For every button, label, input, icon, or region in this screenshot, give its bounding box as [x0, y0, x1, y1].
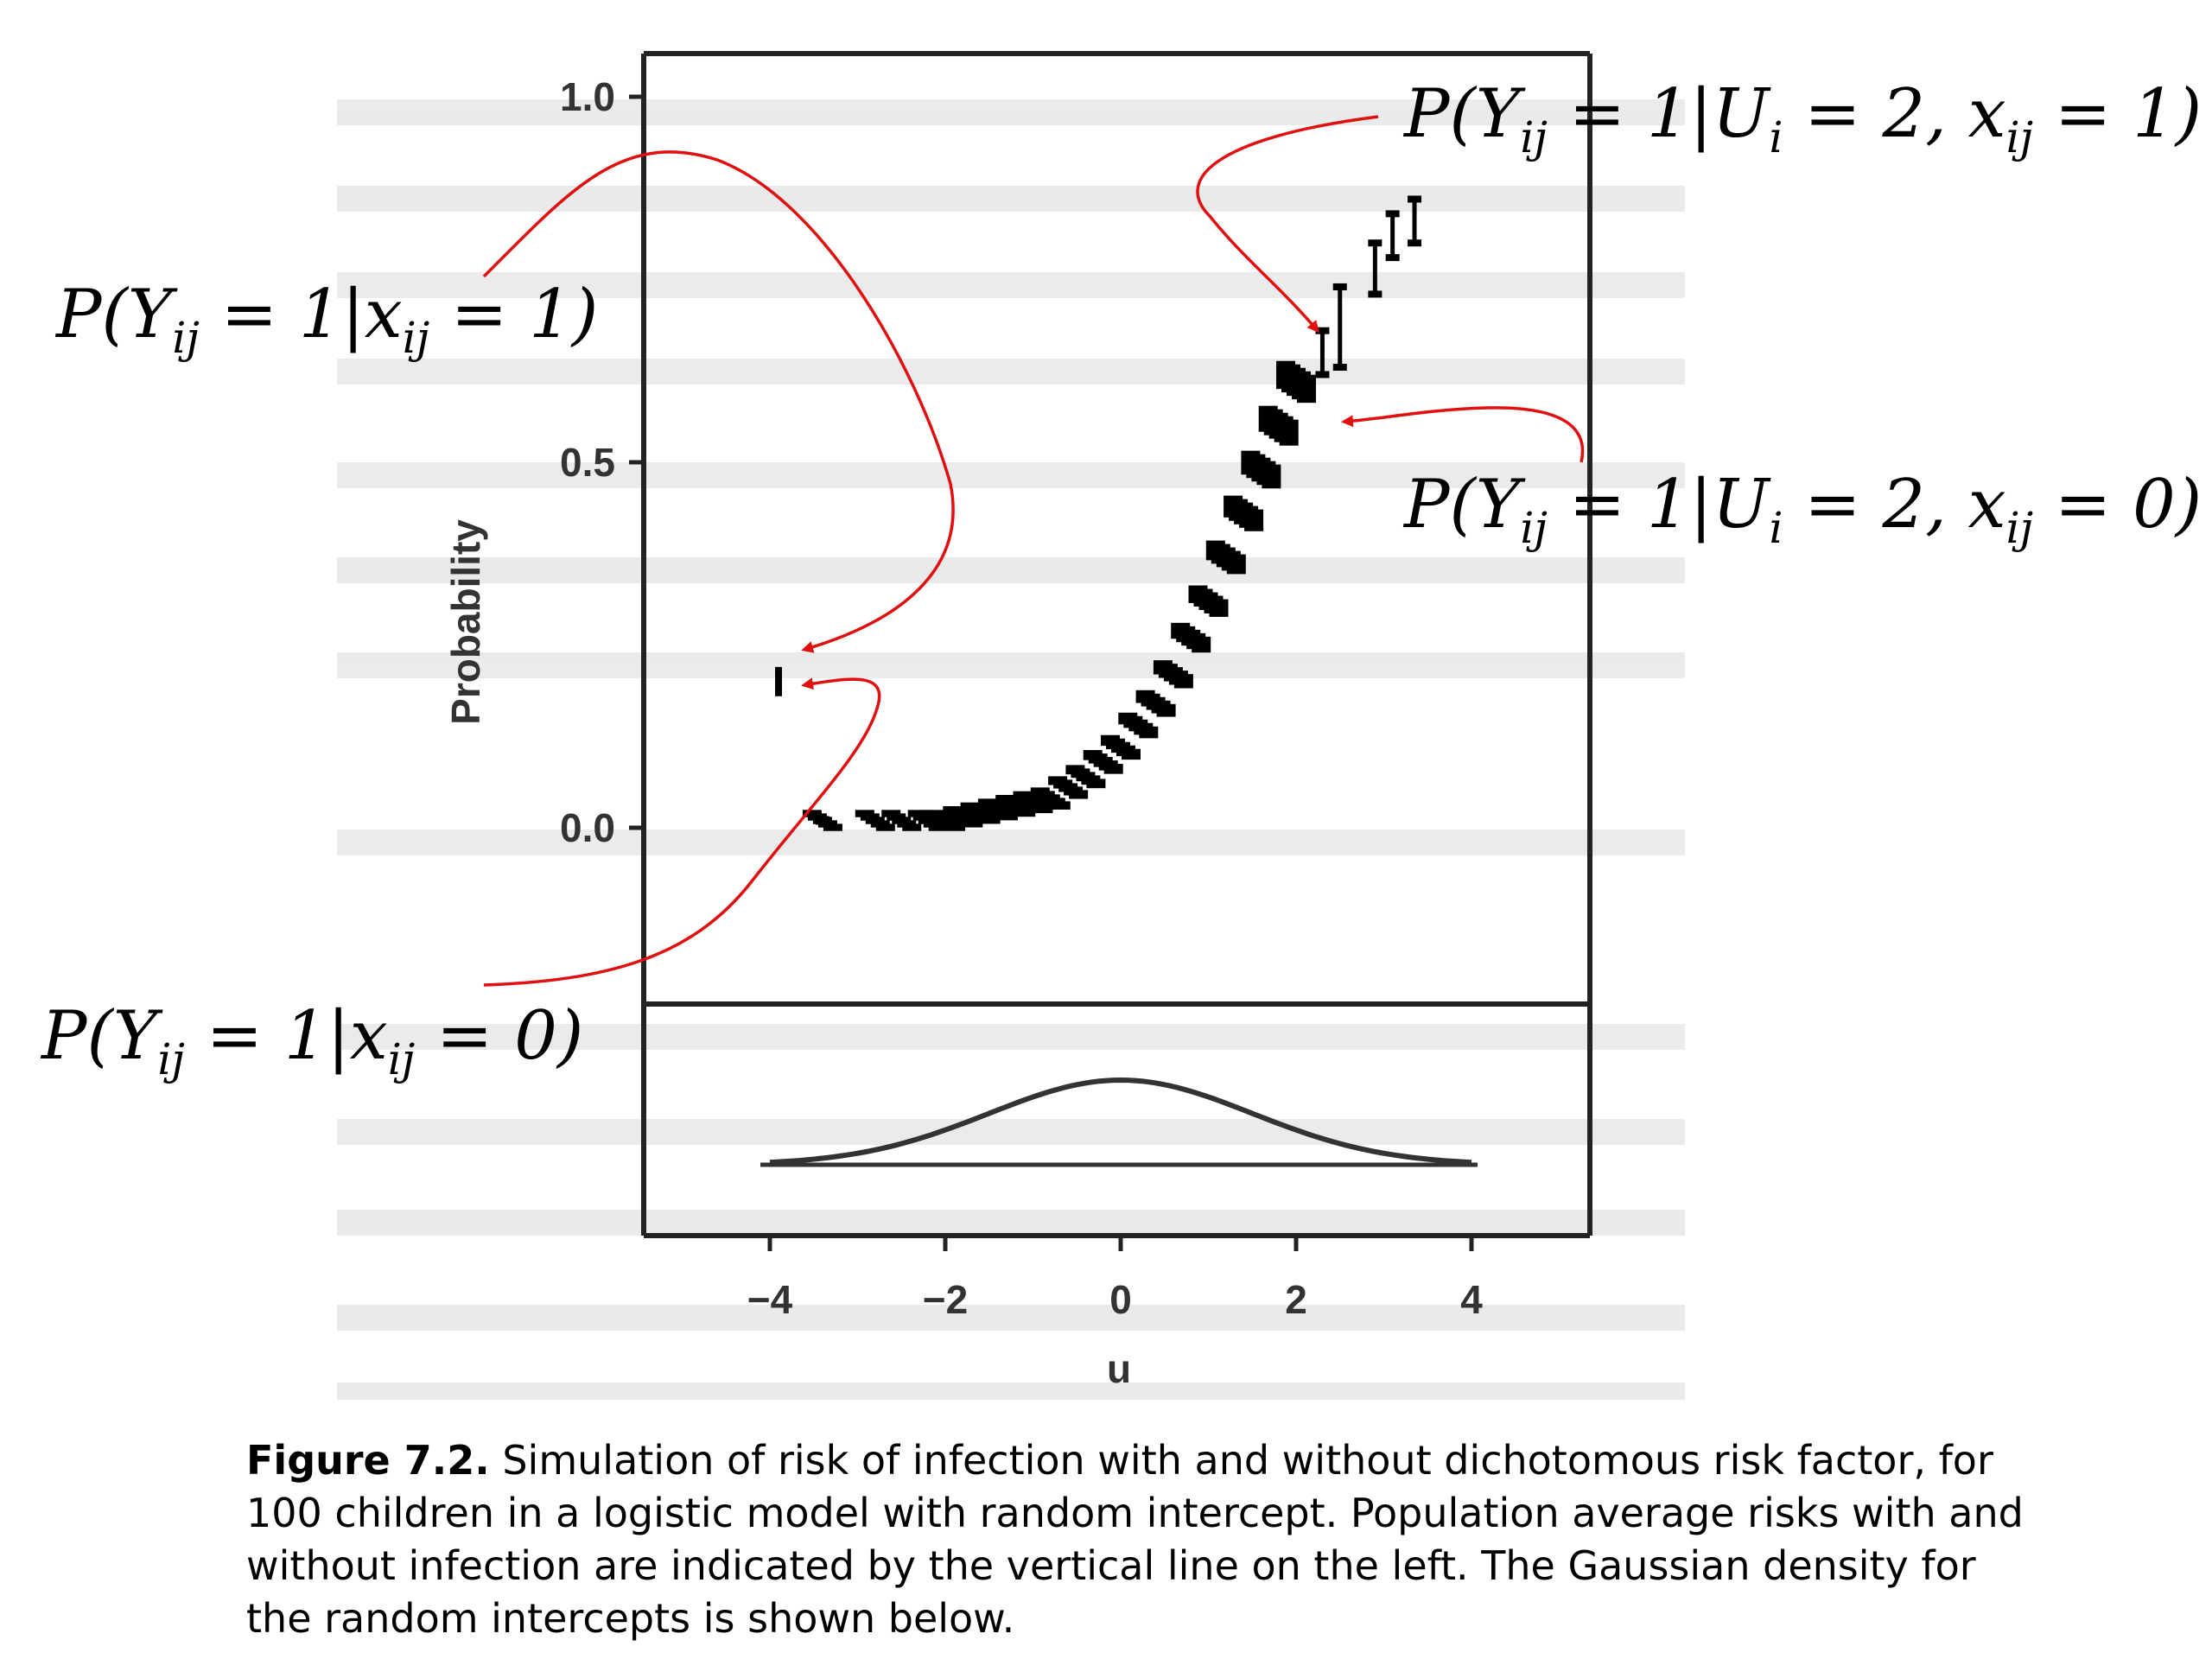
data-point: [1103, 764, 1123, 774]
y-axis-title: Probability: [443, 519, 488, 725]
data-point: [902, 823, 922, 831]
x-tick-label: 0: [1109, 1277, 1132, 1322]
data-point: [1209, 599, 1229, 617]
annotation-ui2-x0: P(Yij = 1|Ui = 2, xij = 0): [1402, 466, 2202, 553]
x-axis-title: u: [1107, 1346, 1131, 1391]
data-point: [928, 823, 948, 831]
arrow-marginal-x1: [482, 150, 955, 653]
pair-point-high: [1315, 327, 1330, 334]
data-point: [1173, 674, 1193, 689]
data-point: [1297, 374, 1316, 404]
background-ghost-text: [337, 99, 1685, 1400]
x-tick-label: 4: [1460, 1277, 1483, 1322]
annotation-marginal-x0: P(Yij = 1|xij = 0): [40, 997, 583, 1084]
data-point: [1016, 809, 1036, 817]
data-point: [1279, 419, 1299, 446]
x-tick-label: −2: [923, 1277, 968, 1322]
data-point: [1262, 464, 1281, 489]
arrow-marginal-x0: [483, 677, 881, 987]
y-axis: 0.0 0.5 1.0: [560, 74, 644, 850]
data-point: [946, 823, 965, 831]
data-point: [875, 823, 895, 831]
data-point: [1139, 726, 1159, 739]
y-tick-label: 1.0: [560, 74, 615, 119]
data-point: [815, 816, 830, 825]
data-point: [1226, 554, 1246, 575]
pair-point-low: [1408, 239, 1422, 247]
pair-point-high: [1332, 283, 1347, 290]
data-points: [775, 195, 1422, 831]
data-point: [998, 812, 1018, 821]
arrow-ui2-x0: [1341, 406, 1585, 463]
x-tick-label: 2: [1285, 1277, 1307, 1322]
data-point: [981, 816, 1001, 824]
annotation-ui2-x1: P(Yij = 1|Ui = 2, xij = 1): [1402, 75, 2202, 162]
x-axis: −4 −2 0 2 4: [747, 1236, 1483, 1322]
data-point: [963, 820, 983, 828]
annotation-arrows: [482, 115, 1585, 987]
gaussian-density-curve: [769, 1077, 1472, 1166]
annotation-marginal-x1: P(Yij = 1|xij = 1): [54, 276, 598, 363]
arrow-ui2-x1: [1196, 115, 1379, 334]
x-tick-label: −4: [747, 1277, 793, 1322]
data-point: [1069, 790, 1089, 799]
y-tick-label: 0.5: [560, 440, 615, 485]
pair-point-low: [1315, 371, 1330, 378]
pair-point-low: [1385, 254, 1400, 262]
pair-point-high: [1408, 195, 1422, 203]
data-point: [1192, 636, 1211, 653]
data-point: [823, 823, 842, 831]
data-point: [1122, 748, 1141, 760]
pair-point-low: [1332, 364, 1347, 372]
figure-caption: Figure 7.2. Simulation of risk of infect…: [246, 1434, 2044, 1645]
data-point: [1086, 779, 1106, 789]
caption-text: Simulation of risk of infection with and…: [246, 1437, 2024, 1642]
data-point: [1244, 509, 1264, 531]
pair-point-high: [1385, 210, 1400, 218]
plot-frame: [641, 51, 1592, 1238]
caption-label: Figure 7.2.: [246, 1437, 490, 1484]
pair-point-high: [1368, 239, 1382, 247]
data-point: [1156, 703, 1176, 717]
pair-point-low: [1368, 290, 1382, 298]
y-tick-label: 0.0: [560, 805, 615, 850]
data-point: [1051, 801, 1071, 810]
data-point: [1033, 804, 1053, 814]
